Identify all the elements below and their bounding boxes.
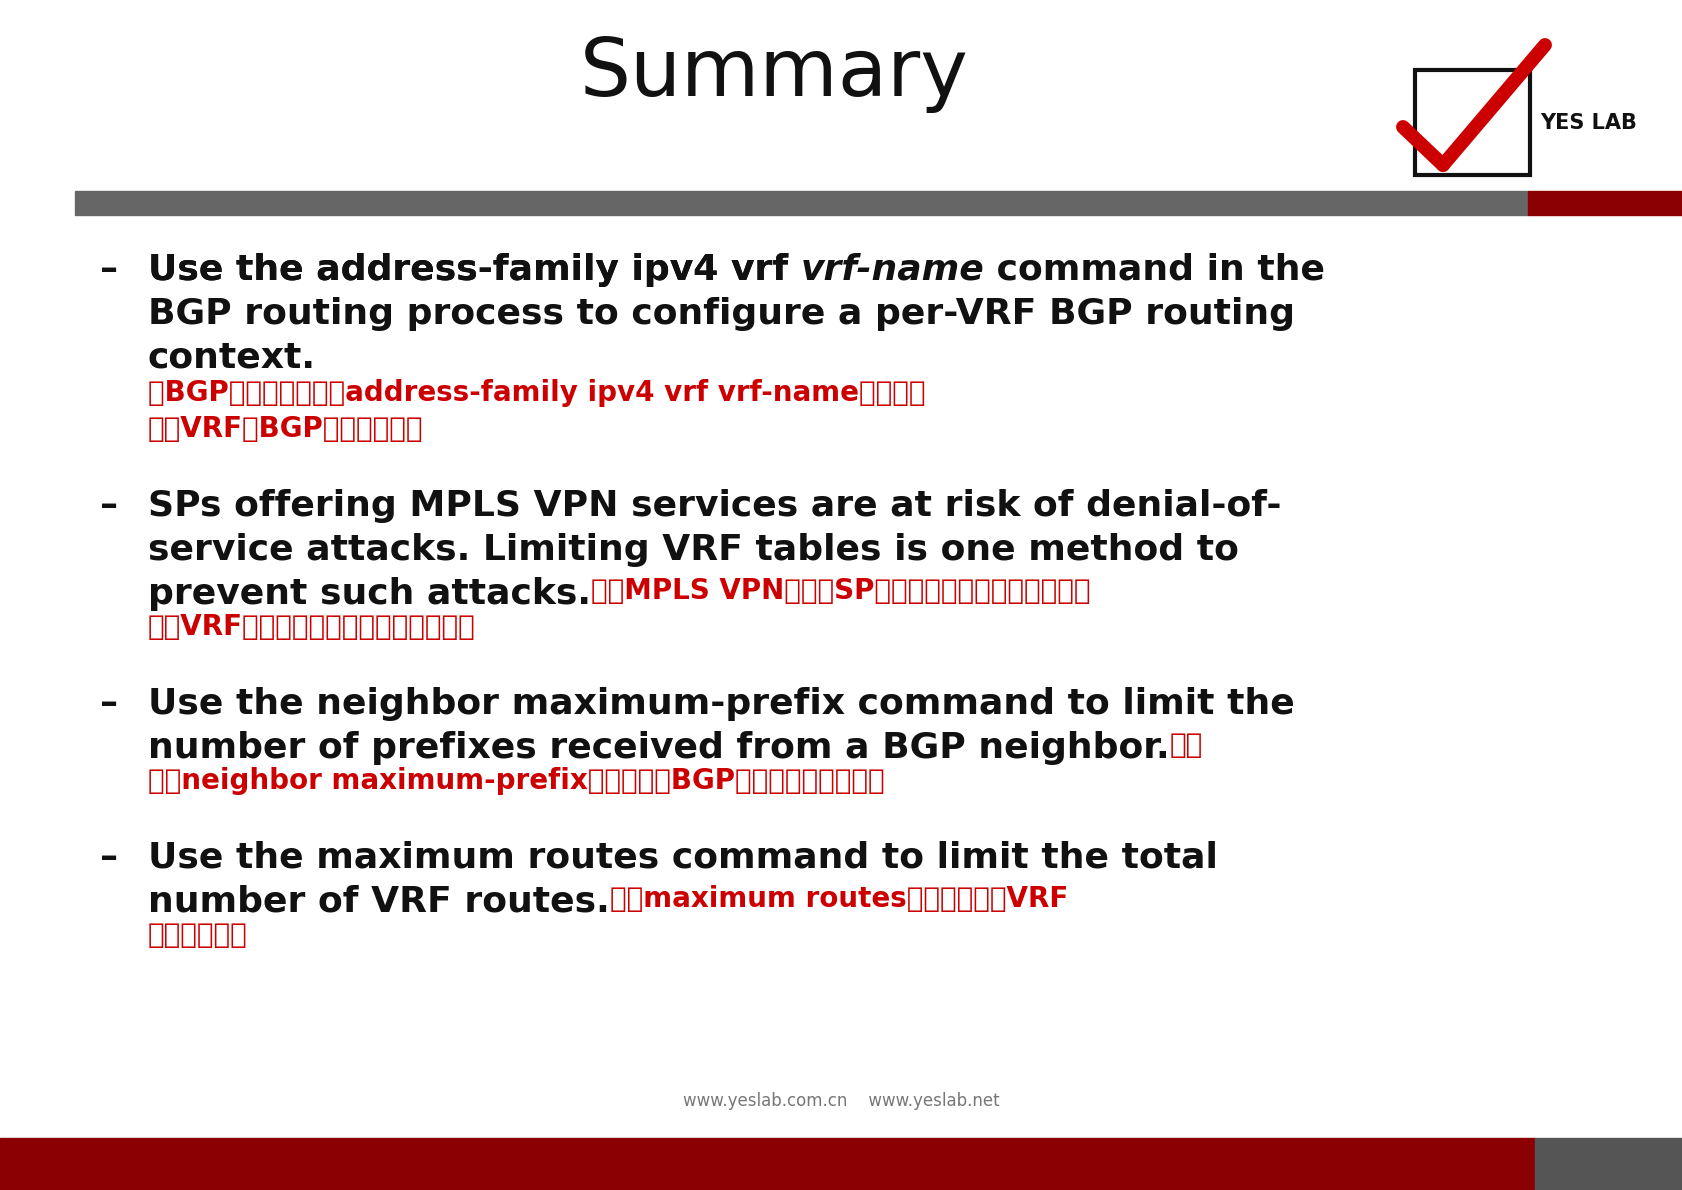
Text: BGP routing process to configure a per-VRF BGP routing: BGP routing process to configure a per-V…	[148, 298, 1293, 331]
Text: number of prefixes received from a BGP neighbor.: number of prefixes received from a BGP n…	[148, 731, 1169, 765]
Text: 每个VRF的BGP路由上下文。: 每个VRF的BGP路由上下文。	[148, 415, 424, 443]
Text: 使用: 使用	[1169, 731, 1203, 759]
Text: Use the address-family ipv4 vrf: Use the address-family ipv4 vrf	[148, 253, 801, 287]
Text: Use the neighbor maximum-prefix command to limit the: Use the neighbor maximum-prefix command …	[148, 687, 1293, 721]
Text: www.yeslab.com.cn    www.yeslab.net: www.yeslab.com.cn www.yeslab.net	[683, 1092, 999, 1110]
Text: context.: context.	[148, 342, 316, 375]
Text: number of VRF routes.: number of VRF routes.	[148, 885, 609, 919]
Text: 路由的总数。: 路由的总数。	[148, 921, 247, 948]
Bar	[1527, 192, 1682, 215]
Text: Use the maximum routes command to limit the total: Use the maximum routes command to limit …	[148, 841, 1218, 875]
Text: prevent such attacks.: prevent such attacks.	[148, 577, 590, 610]
Text: command in the: command in the	[984, 253, 1325, 287]
Bar	[0, 1138, 1534, 1190]
Text: 提供MPLS VPN服务的SP将面临拒绝服务攻击的风险。: 提供MPLS VPN服务的SP将面临拒绝服务攻击的风险。	[590, 577, 1090, 605]
Bar	[76, 192, 1527, 215]
Text: 使用neighbor maximum-prefix命令限制从BGP邻居接收的前缀数。: 使用neighbor maximum-prefix命令限制从BGP邻居接收的前缀…	[148, 768, 885, 795]
Text: –: –	[99, 687, 118, 721]
Text: 使用maximum routes命令可以限制VRF: 使用maximum routes命令可以限制VRF	[609, 885, 1068, 913]
Text: SPs offering MPLS VPN services are at risk of denial-of-: SPs offering MPLS VPN services are at ri…	[148, 489, 1280, 522]
Text: service attacks. Limiting VRF tables is one method to: service attacks. Limiting VRF tables is …	[148, 533, 1238, 566]
Text: –: –	[99, 841, 118, 875]
Text: Use the address-family ipv4 vrf: Use the address-family ipv4 vrf	[148, 253, 801, 287]
Bar	[1534, 1138, 1682, 1190]
Bar	[1415, 70, 1529, 175]
Text: –: –	[99, 489, 118, 522]
Text: YES LAB: YES LAB	[1539, 113, 1637, 133]
Text: 在BGP路由进程中使用address-family ipv4 vrf vrf-name命令配置: 在BGP路由进程中使用address-family ipv4 vrf vrf-n…	[148, 378, 925, 407]
Text: Summary: Summary	[579, 35, 969, 113]
Text: –: –	[99, 253, 118, 287]
Text: vrf-name: vrf-name	[801, 253, 984, 287]
Text: 限制VRF表是防止这种攻击的一种方法。: 限制VRF表是防止这种攻击的一种方法。	[148, 613, 476, 641]
